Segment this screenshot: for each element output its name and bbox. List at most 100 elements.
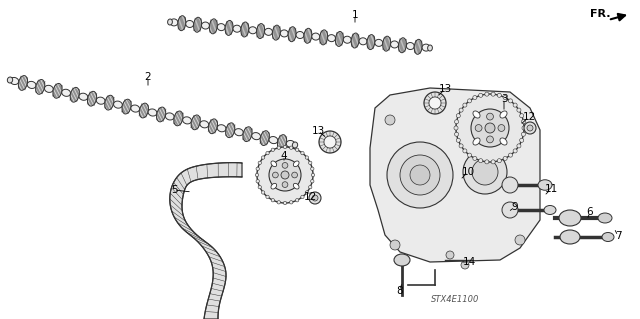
Ellipse shape [170,19,178,26]
Ellipse shape [271,183,276,189]
Text: 1: 1 [352,10,358,20]
Ellipse shape [390,41,399,48]
Ellipse shape [53,84,62,98]
Circle shape [289,146,293,149]
Ellipse shape [178,16,186,31]
Ellipse shape [243,127,252,142]
Circle shape [390,240,400,250]
Ellipse shape [168,19,172,25]
Circle shape [255,173,259,177]
Circle shape [473,156,477,160]
Circle shape [479,93,483,97]
Ellipse shape [473,111,480,118]
Circle shape [261,156,265,159]
Circle shape [284,145,287,149]
Circle shape [269,159,301,191]
Circle shape [308,185,312,189]
Ellipse shape [225,20,233,35]
Circle shape [266,152,269,155]
Ellipse shape [383,36,390,51]
Polygon shape [170,163,242,319]
Text: STX4E1100: STX4E1100 [431,295,479,305]
Ellipse shape [273,25,280,40]
Circle shape [456,94,524,162]
Circle shape [503,156,507,160]
Circle shape [282,182,288,188]
Circle shape [502,177,518,193]
Circle shape [456,138,460,142]
Ellipse shape [559,210,581,226]
Circle shape [424,92,446,114]
Ellipse shape [375,39,383,46]
Ellipse shape [140,103,148,118]
Circle shape [520,138,524,142]
Circle shape [454,126,458,130]
Circle shape [513,149,517,153]
Ellipse shape [113,101,122,108]
Ellipse shape [560,230,580,244]
Ellipse shape [252,133,260,140]
Text: 9: 9 [512,202,518,212]
Circle shape [289,201,293,204]
Ellipse shape [399,38,406,53]
Ellipse shape [500,138,507,145]
Ellipse shape [105,95,114,110]
Text: 8: 8 [397,286,403,296]
Ellipse shape [428,45,433,51]
Circle shape [486,136,493,143]
Circle shape [311,173,315,177]
Circle shape [497,159,501,163]
Ellipse shape [312,33,320,40]
Ellipse shape [88,91,97,106]
Ellipse shape [335,32,344,46]
Ellipse shape [122,99,131,114]
Text: 3: 3 [500,94,508,104]
Circle shape [486,113,493,120]
Ellipse shape [277,135,287,149]
Text: 2: 2 [145,72,151,82]
Ellipse shape [96,97,105,104]
Ellipse shape [602,233,614,241]
Polygon shape [370,88,540,262]
Ellipse shape [157,107,166,122]
Ellipse shape [186,20,194,27]
Circle shape [522,120,525,124]
Circle shape [301,195,304,198]
Circle shape [517,144,521,148]
Circle shape [296,198,299,202]
Ellipse shape [36,79,45,94]
Ellipse shape [225,123,235,137]
Circle shape [463,149,467,153]
Ellipse shape [260,131,269,145]
Circle shape [305,156,308,159]
Ellipse shape [10,78,19,85]
Ellipse shape [44,85,53,93]
Ellipse shape [19,76,28,90]
Ellipse shape [394,254,410,266]
Ellipse shape [193,17,202,32]
Circle shape [485,160,489,164]
Text: 12: 12 [303,192,317,202]
Circle shape [515,235,525,245]
Ellipse shape [148,109,157,116]
Ellipse shape [422,44,430,51]
Ellipse shape [351,33,359,48]
Circle shape [485,92,489,96]
Circle shape [503,95,507,100]
Ellipse shape [406,42,414,49]
Ellipse shape [271,161,276,167]
Ellipse shape [304,28,312,43]
Ellipse shape [200,121,209,128]
Circle shape [467,99,472,103]
Ellipse shape [473,138,480,145]
Circle shape [324,136,336,148]
Circle shape [524,122,536,134]
Text: 14: 14 [462,257,476,267]
Text: 10: 10 [461,167,475,177]
Ellipse shape [598,213,612,223]
Circle shape [446,251,454,259]
Circle shape [292,172,298,178]
Circle shape [463,150,507,194]
Circle shape [319,131,341,153]
Circle shape [461,261,469,269]
